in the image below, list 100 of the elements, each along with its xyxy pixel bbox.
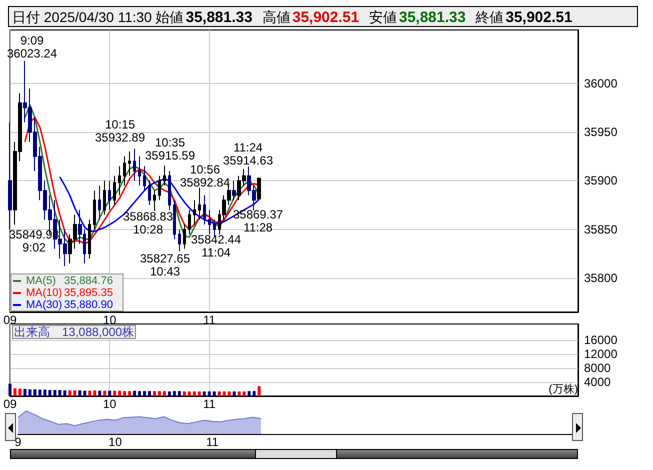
y-tick-label: 35900 <box>584 174 618 188</box>
bar <box>128 391 132 396</box>
bar <box>188 391 191 396</box>
bar <box>108 390 112 396</box>
candlestick <box>208 209 211 235</box>
candlestick <box>143 166 146 191</box>
chart-title: 日付 2025/04/30 11:30 始値 <box>12 9 184 25</box>
bar <box>58 390 62 396</box>
y-tick-label: 35850 <box>584 222 618 236</box>
bar <box>23 388 26 396</box>
bar <box>238 391 241 396</box>
bar <box>182 391 186 396</box>
bar <box>198 391 201 396</box>
annotation: 35869.37 11:28 <box>232 208 284 234</box>
candlestick <box>128 151 131 176</box>
x-tick-label: 10 <box>102 397 117 411</box>
annotation: 11:24 35914.63 <box>222 140 274 168</box>
bar <box>98 390 102 396</box>
bar <box>68 390 72 396</box>
candlestick <box>138 156 141 186</box>
candlestick <box>163 165 166 186</box>
annotation: 35827.65 10:43 <box>140 252 190 278</box>
bar <box>103 390 106 396</box>
bar <box>18 388 22 396</box>
x-tick-label: 10 <box>108 435 122 449</box>
annotation: 35,895.35 <box>64 287 113 299</box>
chart-title: 出来高 13,088,000株 <box>14 325 134 339</box>
bar <box>228 391 231 396</box>
bar <box>8 384 12 396</box>
candlestick <box>153 190 156 212</box>
bar <box>143 391 146 396</box>
bar <box>242 391 246 396</box>
y-tick-label: 8000 <box>584 360 612 375</box>
text: 高値35,902.51 <box>262 9 360 26</box>
bar <box>53 390 56 396</box>
annotation: 35,884.76 <box>64 275 113 287</box>
bar <box>168 391 171 396</box>
bar <box>252 391 256 396</box>
candlestick <box>123 156 126 186</box>
candlestick <box>232 180 236 201</box>
bar <box>172 391 176 396</box>
bar <box>212 391 216 396</box>
legend-label: MA(5) <box>26 275 56 287</box>
bar <box>13 388 16 396</box>
text: 35,881.33 <box>186 9 252 26</box>
bar <box>63 390 66 396</box>
candlestick <box>108 180 111 210</box>
annotation: 35842.44 11:04 <box>190 232 242 260</box>
candlestick <box>158 175 161 201</box>
bar <box>178 391 181 396</box>
bar <box>138 391 142 396</box>
bar <box>118 390 122 396</box>
y-tick-label: 16000 <box>584 332 618 347</box>
annotation: 10:35 35915.59 <box>144 136 196 162</box>
y-tick-label: 35800 <box>584 270 618 285</box>
y-tick-label: 36000 <box>584 76 618 90</box>
candlestick <box>198 187 201 220</box>
bar <box>123 391 126 396</box>
bar <box>113 390 116 396</box>
bar <box>248 391 251 396</box>
annotation: 35868.83 10:28 <box>122 210 174 236</box>
bar <box>93 390 96 396</box>
y-axis-title: (万株) <box>548 382 578 396</box>
legend-label: MA(10) <box>26 287 62 299</box>
candlestick <box>148 180 151 206</box>
candlestick <box>88 219 91 260</box>
bar <box>73 390 76 396</box>
bar <box>148 391 152 396</box>
candlestick <box>257 178 261 200</box>
bar <box>152 391 156 396</box>
bar <box>232 391 236 396</box>
bar <box>28 389 32 396</box>
bar <box>38 390 42 396</box>
bar <box>208 391 211 396</box>
bar <box>258 386 261 396</box>
x-tick-label: 11 <box>203 397 216 411</box>
candlestick <box>203 194 206 225</box>
candlestick <box>133 148 136 182</box>
candlestick <box>183 224 186 250</box>
text: 安値35,881.33 <box>368 9 466 26</box>
y-tick-label: 35950 <box>584 125 618 140</box>
x-tick-label: 09 <box>3 313 17 327</box>
candlestick <box>103 180 106 216</box>
candlestick <box>188 209 191 235</box>
bar <box>158 391 161 396</box>
y-tick-label: 4000 <box>584 374 612 389</box>
bar <box>88 390 92 396</box>
candlestick <box>193 200 196 225</box>
x-tick-label: 11 <box>206 435 219 449</box>
bar <box>48 390 52 396</box>
bar <box>33 389 36 396</box>
legend-label: MA(30) <box>26 299 62 311</box>
bar <box>133 390 136 396</box>
bar <box>162 391 166 396</box>
annotation: 35,880.90 <box>64 299 113 311</box>
candlestick <box>173 200 176 240</box>
annotation: 10:15 35932.89 <box>94 118 146 144</box>
bar <box>43 390 46 396</box>
bar <box>202 391 206 396</box>
x-tick-label: 09 <box>3 397 17 411</box>
